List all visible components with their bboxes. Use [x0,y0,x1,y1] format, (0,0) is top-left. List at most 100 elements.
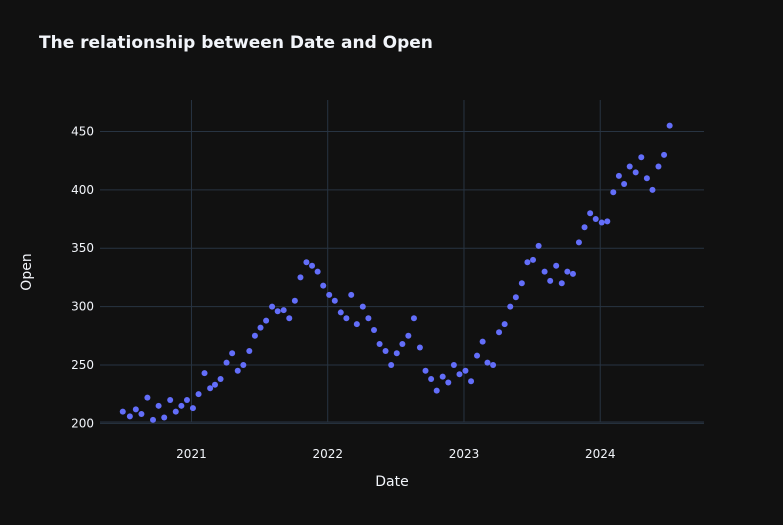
data-point [257,324,264,331]
data-point [388,361,395,368]
data-point [280,307,287,314]
data-point [326,291,333,298]
data-point [490,361,497,368]
data-point [337,309,344,316]
data-point [353,321,360,328]
data-point [320,282,327,289]
data-point [501,321,508,328]
data-point [587,210,594,217]
data-point [507,303,514,310]
data-points [119,122,673,423]
data-point [376,340,383,347]
data-point [524,259,531,266]
chart-title: The relationship between Date and Open [39,33,433,53]
data-point [655,163,662,170]
data-point [621,181,628,188]
data-point [661,151,668,158]
data-point [195,391,202,398]
data-point [211,381,218,388]
data-point [649,186,656,193]
data-point [132,406,139,413]
y-tick-label: 400 [71,183,94,197]
data-point [569,270,576,277]
data-point [201,370,208,377]
data-point [535,242,542,249]
data-point [126,413,133,420]
data-point [474,352,481,359]
data-point [405,332,412,339]
data-point [462,367,469,374]
data-point [348,291,355,298]
data-point [512,294,519,301]
data-point [558,280,565,287]
data-point [541,268,548,275]
data-point [155,402,162,409]
data-point [207,385,214,392]
data-point [371,326,378,333]
data-point [604,218,611,225]
x-axis-title: Date [375,474,408,490]
data-point [643,175,650,182]
data-point [119,408,126,415]
data-point [496,329,503,336]
data-point [553,262,560,269]
data-point [183,396,190,403]
data-point [223,359,230,366]
data-point [410,315,417,322]
data-point [167,396,174,403]
data-point [269,303,276,310]
x-tick-label: 2022 [312,447,343,461]
data-point [274,308,281,315]
data-point [234,367,241,374]
data-point [229,350,236,357]
y-axis-title: Open [19,253,35,290]
y-axis-ticks: 200 250 300 350 400 450 [71,125,94,431]
x-axis-ticks: 2021 2022 2023 2024 [176,447,615,461]
data-point [263,317,270,324]
data-point [359,303,366,310]
data-point [144,394,151,401]
data-point [638,154,645,161]
data-point [626,163,633,170]
data-point [138,410,145,417]
data-point [610,189,617,196]
y-tick-label: 450 [71,125,94,139]
data-point [365,315,372,322]
data-point [393,350,400,357]
data-point [479,338,486,345]
data-point [666,122,673,129]
data-point [172,408,179,415]
data-point [547,277,554,284]
data-point [615,172,622,179]
data-point [382,347,389,354]
data-point [286,315,293,322]
data-point [246,347,253,354]
data-point [343,315,350,322]
data-point [439,373,446,380]
data-point [433,387,440,394]
data-point [161,414,168,421]
data-point [399,340,406,347]
data-point [564,268,571,275]
y-tick-label: 200 [71,416,94,430]
data-point [240,361,247,368]
data-point [416,344,423,351]
data-point [575,239,582,246]
data-point [428,375,435,382]
data-point [598,219,605,226]
x-tick-label: 2024 [585,447,616,461]
data-point [632,169,639,176]
data-point [468,378,475,385]
data-point [581,224,588,231]
y-tick-label: 300 [71,300,94,314]
data-point [450,361,457,368]
data-point [303,259,310,266]
x-tick-label: 2021 [176,447,207,461]
data-point [484,359,491,366]
grid [100,100,704,424]
data-point [309,262,316,269]
data-point [592,216,599,223]
data-point [331,297,338,304]
data-point [189,405,196,412]
